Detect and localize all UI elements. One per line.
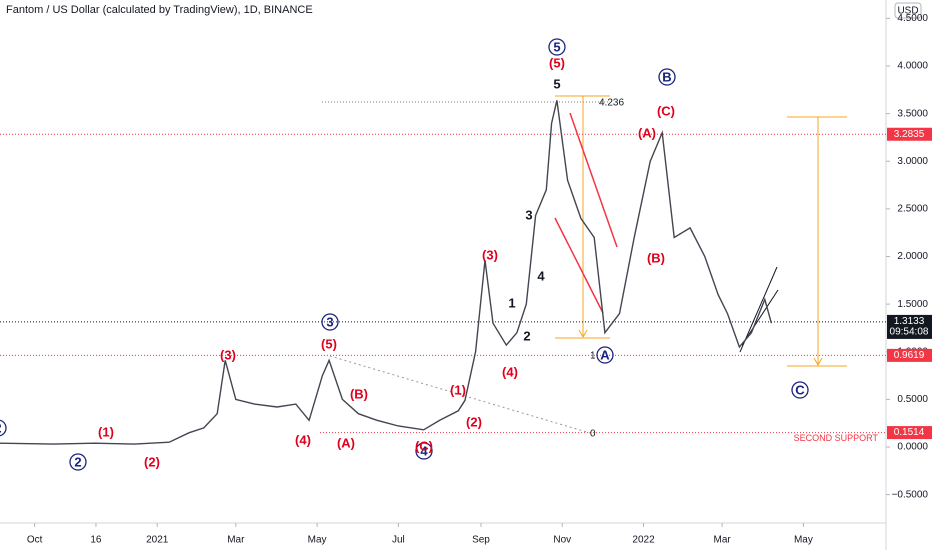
wave-label: (A)	[638, 125, 656, 140]
wave-label: 2	[74, 454, 81, 469]
arrow-head	[578, 329, 588, 339]
channel-line	[554, 217, 604, 314]
price-label-box	[887, 426, 932, 440]
y-tick-label: 4.5000	[897, 13, 928, 24]
price-label-box	[887, 127, 932, 141]
price-label: 3.2835	[894, 129, 925, 140]
wave-circle	[415, 442, 433, 460]
wave-label: 4	[537, 268, 545, 283]
x-tick-label: Oct	[27, 535, 43, 546]
currency-badge[interactable]	[894, 2, 922, 19]
wave-label: (1)	[450, 382, 466, 397]
y-tick-label: 0.0000	[897, 442, 928, 453]
y-tick-label: 3.5000	[897, 108, 928, 119]
x-tick-label: May	[794, 535, 813, 546]
wave-circle	[321, 313, 339, 331]
price-label: 0.1514	[894, 427, 925, 438]
wave-label: 4	[420, 443, 428, 458]
price-label-box	[887, 314, 932, 339]
wave-label: 3	[525, 207, 532, 222]
wave-circle	[791, 381, 809, 399]
level-note: SECOND SUPPORT	[794, 433, 879, 443]
wave-label: A	[600, 347, 610, 362]
wave-label: (B)	[350, 386, 368, 401]
wave-label: (3)	[220, 347, 236, 362]
price-label-box	[887, 348, 932, 362]
y-tick-label: 4.0000	[897, 61, 928, 72]
trend-line	[329, 355, 591, 434]
x-tick-label: Nov	[553, 535, 571, 546]
y-tick-label: 2.5000	[897, 204, 928, 215]
wave-label: (2)	[144, 454, 160, 469]
wave-label: (1)	[98, 424, 114, 439]
wave-circle	[548, 38, 566, 56]
wave-label: (3)	[482, 247, 498, 262]
wave-label: 0	[590, 429, 596, 440]
wave-label: 5	[553, 39, 560, 54]
wave-label: 5	[553, 76, 560, 91]
price-label: 0.9619	[894, 350, 925, 361]
x-tick-label: 2021	[146, 535, 169, 546]
x-tick-label: Mar	[227, 535, 245, 546]
wave-label: 2	[0, 420, 2, 435]
x-tick-label: May	[308, 535, 327, 546]
wave-circle	[596, 346, 614, 364]
wave-label: (5)	[549, 55, 565, 70]
price-line	[0, 100, 773, 445]
countdown: 09:54:08	[890, 327, 929, 338]
wave-circle	[658, 68, 676, 86]
y-tick-label: 2.0000	[897, 251, 928, 262]
wave-label: C	[795, 382, 805, 397]
y-tick-label: 3.0000	[897, 156, 928, 167]
wave-label: 1	[590, 351, 596, 362]
chart-title: Fantom / US Dollar (calculated by Tradin…	[6, 4, 313, 16]
wave-label: 3	[326, 314, 333, 329]
wave-label: 4.236	[599, 98, 624, 109]
drawings	[322, 95, 847, 434]
x-tick-label: Mar	[714, 535, 732, 546]
x-tick-label: 16	[90, 535, 102, 546]
wave-label: (4)	[295, 432, 311, 447]
wave-label: B	[662, 69, 671, 84]
y-tick-label: −0.5000	[892, 489, 929, 500]
wave-label: (5)	[321, 336, 337, 351]
x-tick-label: Jul	[392, 535, 405, 546]
wave-circle	[0, 419, 7, 437]
y-tick-label: 0.5000	[897, 394, 928, 405]
price-label: 1.3133	[894, 316, 925, 327]
wave-label: (C)	[657, 103, 675, 118]
channel-line	[569, 112, 618, 248]
x-tick-label: Sep	[472, 535, 490, 546]
wave-label: (C)	[415, 438, 433, 453]
wave-label: (2)	[466, 414, 482, 429]
currency: USD	[897, 6, 918, 17]
wave-label: (B)	[647, 250, 665, 265]
wave-label: 1	[508, 295, 515, 310]
y-tick-label: 1.5000	[897, 299, 928, 310]
wave-circle	[69, 453, 87, 471]
wave-label: (A)	[337, 435, 355, 450]
wave-label: (4)	[502, 364, 518, 379]
arrow-head	[813, 357, 823, 367]
wave-label: 2	[523, 328, 530, 343]
x-tick-label: 2022	[632, 535, 655, 546]
